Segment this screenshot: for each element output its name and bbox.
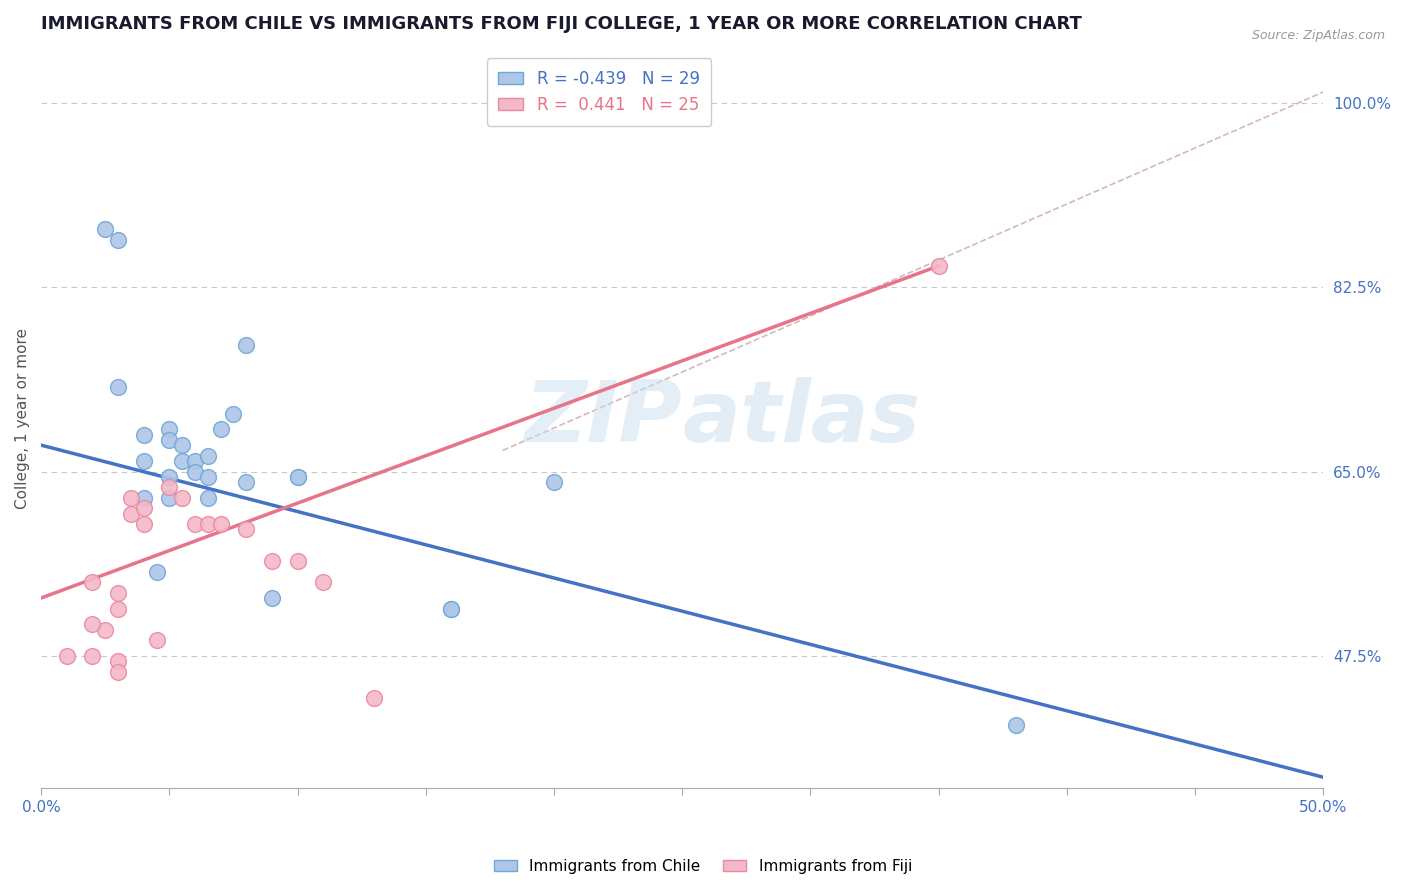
Text: ZIP: ZIP [524,377,682,460]
Point [928,259,950,273]
Point [440,601,463,615]
Point [209,422,232,436]
Point [287,554,309,568]
Point [157,480,180,494]
Text: atlas: atlas [682,377,921,460]
Point [172,438,194,452]
Point [184,517,207,532]
Point [55,648,77,663]
Point [543,475,565,489]
Point [107,654,129,668]
Point [1004,717,1026,731]
Point [157,469,180,483]
Point [363,691,385,706]
Point [107,601,129,615]
Point [132,517,155,532]
Point [197,469,219,483]
Point [287,469,309,483]
Point [184,465,207,479]
Point [222,407,245,421]
Text: Source: ZipAtlas.com: Source: ZipAtlas.com [1251,29,1385,42]
Point [157,433,180,447]
Point [107,585,129,599]
Point [120,491,142,505]
Point [312,575,335,590]
Point [132,427,155,442]
Point [145,633,167,648]
Point [132,501,155,516]
Point [172,491,194,505]
Point [132,491,155,505]
Point [197,491,219,505]
Point [94,623,117,637]
Text: IMMIGRANTS FROM CHILE VS IMMIGRANTS FROM FIJI COLLEGE, 1 YEAR OR MORE CORRELATIO: IMMIGRANTS FROM CHILE VS IMMIGRANTS FROM… [41,15,1083,33]
Point [209,517,232,532]
Legend: Immigrants from Chile, Immigrants from Fiji: Immigrants from Chile, Immigrants from F… [488,853,918,880]
Point [440,601,463,615]
Point [235,338,257,352]
Point [157,491,180,505]
Point [94,222,117,236]
Point [82,575,104,590]
Point [260,554,283,568]
Point [107,665,129,679]
Point [172,454,194,468]
Point [157,422,180,436]
Point [107,380,129,394]
Point [287,469,309,483]
Point [197,517,219,532]
Point [260,591,283,605]
Legend: R = -0.439   N = 29, R =  0.441   N = 25: R = -0.439 N = 29, R = 0.441 N = 25 [486,58,711,126]
Point [184,454,207,468]
Point [197,449,219,463]
Point [235,523,257,537]
Point [107,233,129,247]
Point [82,648,104,663]
Y-axis label: College, 1 year or more: College, 1 year or more [15,328,30,509]
Point [145,565,167,579]
Point [235,475,257,489]
Point [132,454,155,468]
Point [82,617,104,632]
Point [120,507,142,521]
